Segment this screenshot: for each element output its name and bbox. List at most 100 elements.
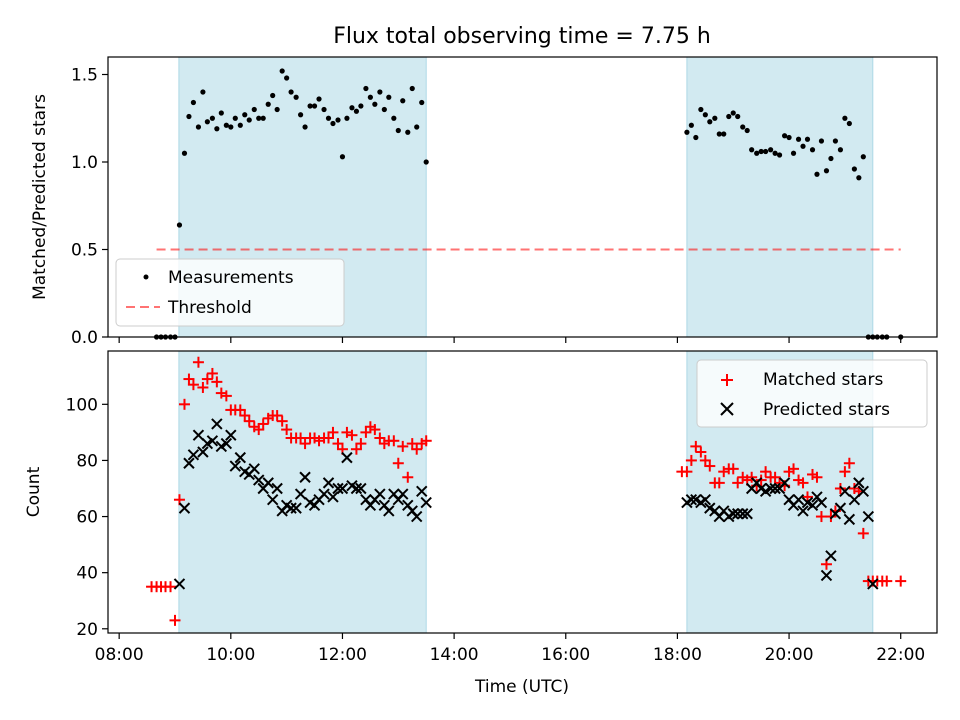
bottom-axis-ticks: 20 40 60 80 100	[66, 395, 108, 640]
y-tick-label: 0.0	[71, 328, 98, 348]
measurement-point	[246, 117, 252, 123]
measurement-point	[409, 85, 415, 92]
predicted-star-point	[383, 505, 395, 517]
predicted-star-point	[187, 449, 200, 461]
matched-star-point	[857, 527, 869, 539]
measurement-points	[153, 68, 904, 340]
y-tick-label: 0.5	[71, 241, 98, 261]
measurement-point	[851, 166, 857, 172]
measurement-point	[744, 127, 750, 134]
measurement-point	[684, 129, 690, 135]
y-tick-label: 100	[66, 395, 98, 415]
measurement-point	[200, 89, 206, 95]
matched-star-point	[206, 367, 218, 379]
predicted-star-point	[843, 513, 856, 526]
measurement-point	[265, 101, 271, 107]
measurement-point	[181, 150, 188, 156]
measurement-point	[344, 115, 350, 121]
matched-star-point	[192, 356, 204, 368]
bottom-legend: Matched stars Predicted stars	[696, 359, 928, 428]
measurement-point	[325, 115, 332, 121]
measurement-point	[311, 103, 318, 109]
matched-star-point	[713, 477, 725, 489]
measurement-point	[763, 148, 769, 155]
measurement-point	[776, 152, 783, 158]
measurement-point	[377, 89, 383, 95]
matched-star-point	[253, 424, 265, 436]
predicted-star-point	[229, 460, 241, 472]
matched-star-point	[834, 482, 846, 494]
observing-window-2	[686, 56, 874, 338]
measurement-point	[749, 147, 755, 153]
matched-star-point	[392, 457, 404, 469]
matched-star-point	[746, 471, 758, 483]
matched-stars-points	[146, 356, 907, 626]
measurement-point	[316, 96, 322, 102]
measurement-point	[214, 126, 220, 132]
measurement-point	[823, 168, 830, 174]
measurement-point	[814, 171, 820, 177]
legend-measurements-marker	[143, 274, 149, 280]
predicted-star-point	[332, 482, 344, 495]
measurement-point	[260, 115, 266, 121]
matched-star-point	[704, 460, 716, 472]
measurement-point	[209, 115, 215, 121]
matched-star-point	[369, 424, 381, 436]
predicted-star-point	[820, 569, 833, 582]
matched-star-point	[388, 435, 400, 447]
matched-star-point	[350, 443, 362, 455]
measurement-point	[712, 115, 718, 121]
measurement-point	[856, 175, 862, 181]
measurement-point	[190, 99, 197, 106]
matched-star-point	[690, 440, 702, 452]
x-tick-label: 08:00	[95, 645, 144, 665]
measurement-point	[256, 115, 262, 121]
predicted-star-point	[220, 437, 233, 450]
matched-star-point	[811, 471, 823, 483]
measurement-point	[688, 122, 694, 128]
matched-star-point	[825, 511, 837, 523]
predicted-star-point	[183, 457, 195, 469]
predicted-star-point	[327, 491, 339, 503]
y-tick-label: 1.0	[71, 153, 98, 173]
predicted-star-point	[197, 446, 209, 458]
measurement-point	[284, 75, 290, 81]
measurement-point	[218, 110, 224, 116]
predicted-star-point	[173, 578, 186, 590]
top-legend: Measurements Threshold	[115, 258, 345, 327]
predicted-star-point	[867, 578, 879, 590]
bottom-legend-box	[696, 359, 928, 428]
predicted-star-point	[853, 477, 865, 489]
predicted-star-point	[318, 488, 330, 500]
predicted-star-point	[234, 451, 247, 464]
matched-star-point	[843, 457, 855, 469]
matched-star-point	[360, 426, 372, 438]
matched-star-point	[327, 426, 339, 438]
matched-star-point	[234, 404, 246, 416]
matched-star-point	[695, 446, 707, 458]
matched-star-point	[411, 443, 423, 455]
x-tick-label: 20:00	[765, 645, 814, 665]
predicted-star-point	[699, 494, 712, 506]
measurement-point	[395, 127, 401, 134]
predicted-star-point	[206, 435, 219, 447]
matched-star-point	[239, 410, 251, 422]
matched-star-point	[211, 376, 223, 388]
measurement-point	[846, 120, 852, 127]
matched-star-point	[178, 398, 190, 410]
predicted-star-point	[834, 502, 847, 514]
predicted-star-point	[737, 508, 749, 520]
predicted-star-point	[253, 474, 265, 486]
x-tick-label: 22:00	[876, 645, 925, 665]
matched-star-point	[243, 415, 255, 427]
measurement-point	[372, 101, 378, 107]
predicted-star-point	[769, 482, 781, 495]
matched-star-point	[402, 471, 414, 483]
measurement-point	[758, 148, 764, 155]
matched-star-point	[769, 471, 781, 483]
measurement-point	[818, 138, 825, 144]
measurement-point	[702, 112, 708, 118]
measurement-point	[781, 133, 788, 139]
measurement-point	[228, 124, 234, 130]
matched-star-point	[295, 432, 307, 444]
